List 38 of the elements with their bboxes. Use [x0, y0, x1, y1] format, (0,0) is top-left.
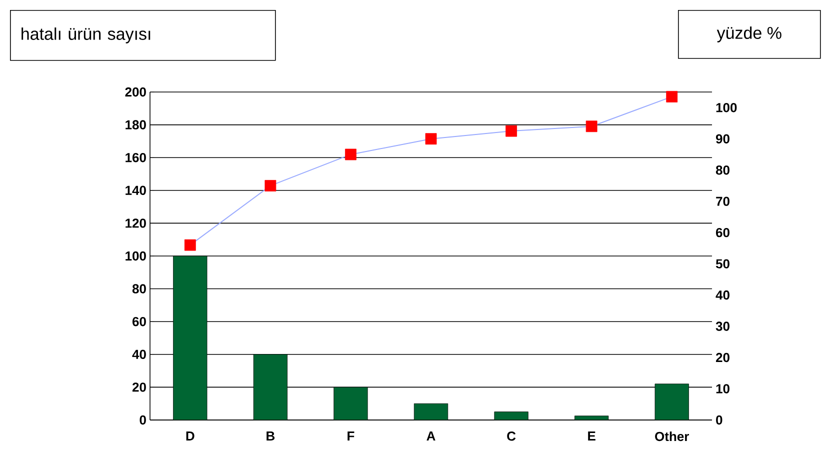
y-tick-label: 40 — [132, 350, 146, 359]
y2-tick-label: 80 — [716, 165, 730, 175]
x-tick-label: Other — [655, 432, 689, 442]
y-tick-label: 0 — [140, 415, 146, 425]
y-tick-label: 20 — [132, 382, 146, 392]
y2-tick-label: 40 — [716, 290, 730, 300]
y2-tick-label: 60 — [716, 228, 730, 238]
point — [264, 180, 276, 192]
y2-tick-label: 20 — [716, 352, 730, 362]
y2-tick-label: 90 — [716, 134, 730, 144]
y2-tick-label: 50 — [716, 259, 730, 268]
y-tick-label: 200 — [125, 87, 146, 97]
y-tick-label: 100 — [126, 251, 146, 261]
x-tick-label: E — [588, 432, 596, 440]
y-tick-label: 120 — [126, 218, 146, 228]
y-tick-label: 60 — [132, 316, 146, 326]
point — [586, 120, 598, 132]
point — [425, 133, 437, 145]
y-tick-label: 80 — [132, 284, 146, 294]
y2-tick-label: 30 — [716, 322, 730, 331]
y-tick-label: 160 — [126, 152, 146, 162]
y-tick-label: 180 — [126, 120, 146, 130]
y2-axis-title: yüzde % — [716, 26, 782, 42]
x-tick-label: D — [186, 432, 194, 440]
x-tick-label: F — [348, 432, 354, 440]
point — [184, 239, 196, 251]
y-tick-label: 140 — [126, 186, 146, 195]
y2-tick-label: 100 — [716, 103, 737, 112]
x-tick-label: A — [426, 432, 436, 440]
point — [666, 90, 678, 102]
y2-tick-label: 10 — [716, 384, 730, 394]
point — [506, 125, 517, 137]
y2-tick-label: 0 — [716, 415, 722, 425]
point — [345, 148, 356, 160]
x-tick-label: C — [507, 432, 516, 441]
y2-tick-label: 70 — [716, 196, 730, 206]
x-tick-label: B — [266, 432, 275, 440]
y-axis-title: hatalı ürün sayısı — [22, 27, 150, 44]
